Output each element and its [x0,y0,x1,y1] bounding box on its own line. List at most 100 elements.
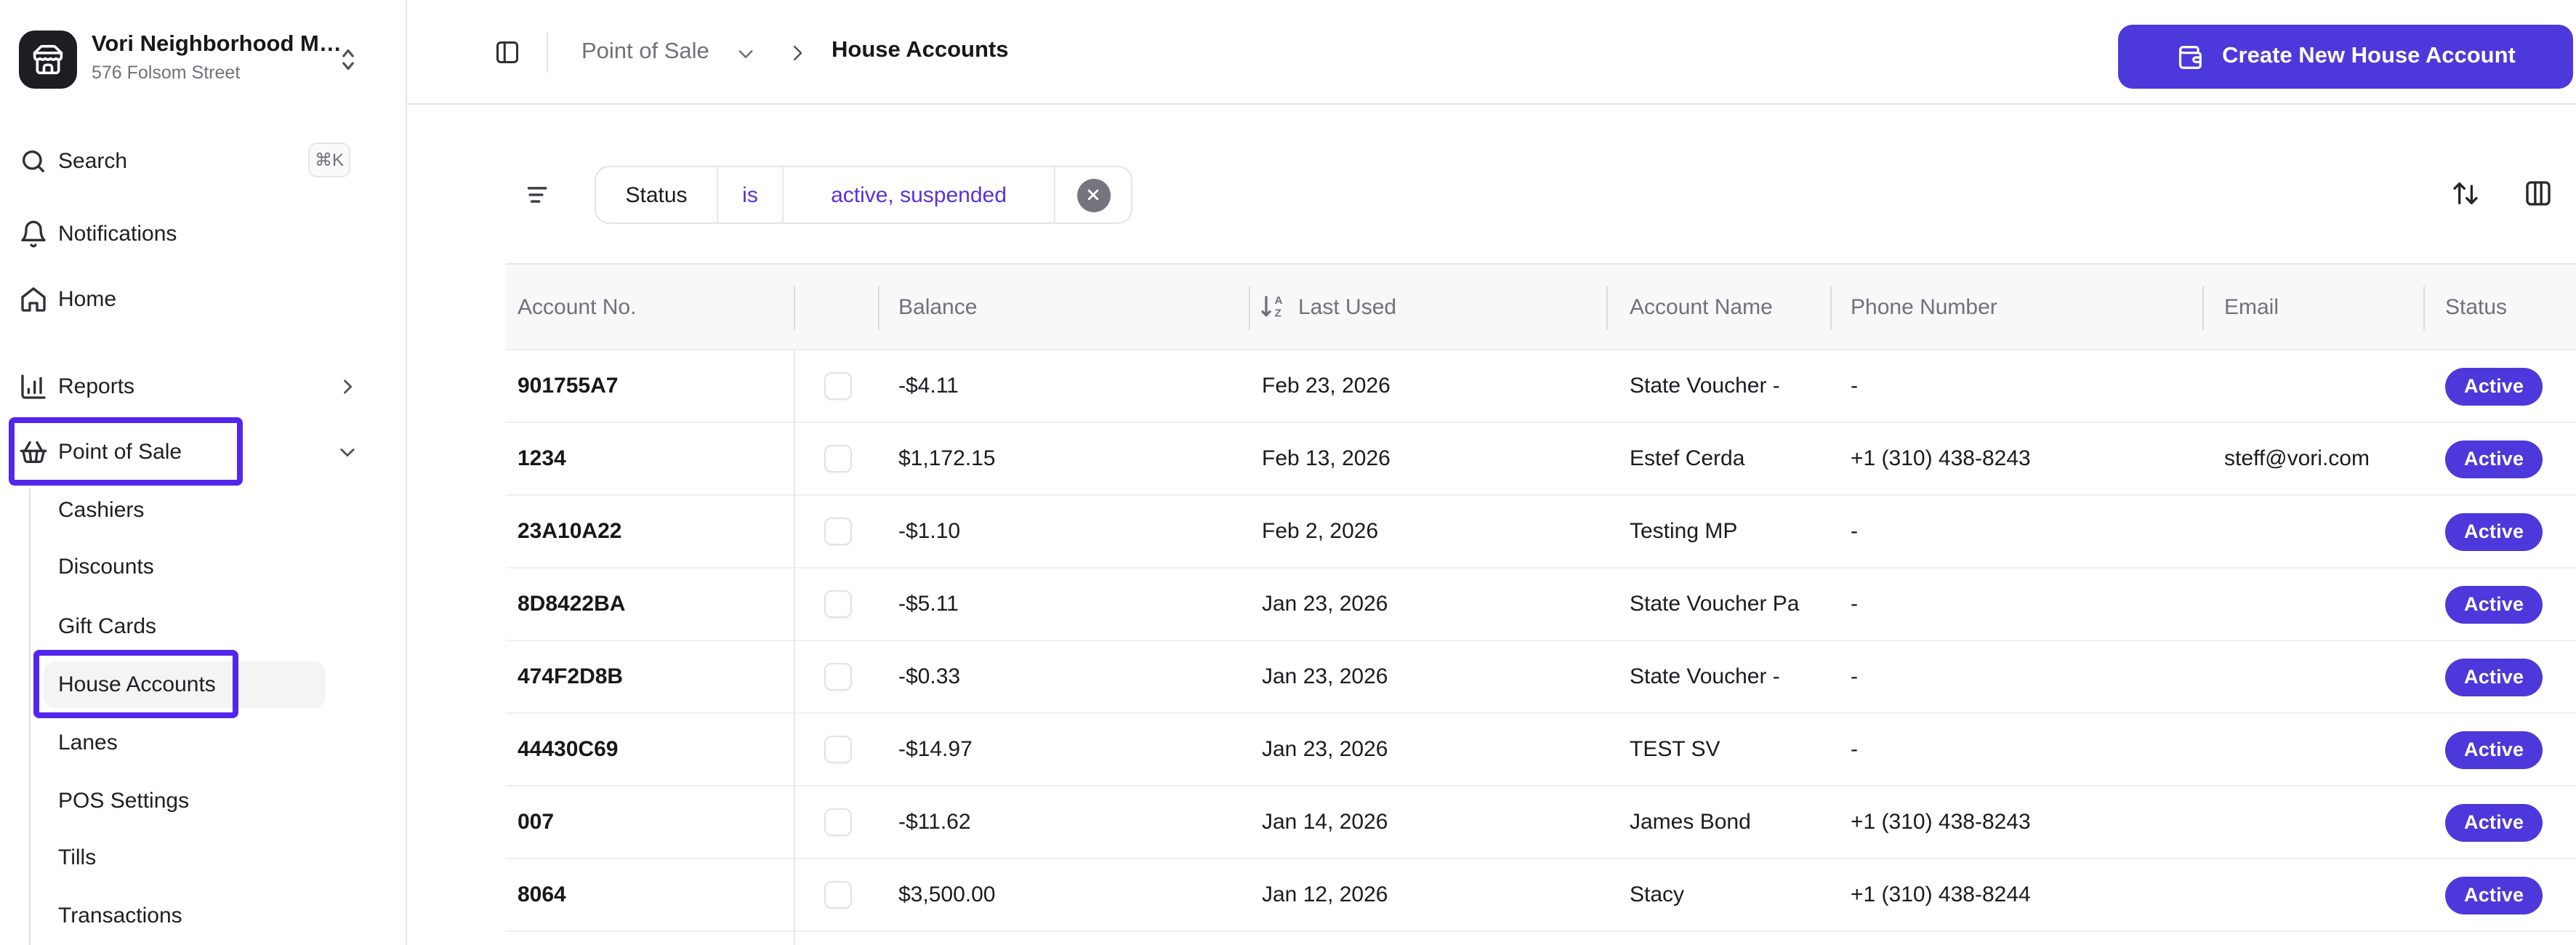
sidebar-item-point-of-sale[interactable]: Point of Sale [0,432,407,472]
sidebar-item-label: Discounts [58,555,154,579]
status-badge: Active [2445,876,2543,914]
cell-account-no: 474F2D8B [518,664,624,689]
cell-email [2202,350,2423,422]
cell-email [2202,714,2423,785]
status-badge: Active [2445,512,2543,550]
row-checkbox[interactable] [824,881,852,909]
store-switcher[interactable]: Vori Neighborhood M… 576 Folsom Street [19,31,388,89]
row-checkbox[interactable] [824,372,852,400]
status-badge: Active [2445,803,2543,841]
store-address: 576 Folsom Street [92,63,241,83]
table-row[interactable]: 8D8422BA -$5.11 Jan 23, 2026 State Vouch… [506,568,2576,641]
search-icon [19,147,48,176]
status-badge: Active [2445,367,2543,405]
header-status[interactable]: Status [2445,294,2508,319]
close-icon [1076,178,1110,212]
store-name: Vori Neighborhood M… [92,32,342,57]
cell-phone: +1 (310) 438-8244 [1851,882,2031,907]
table-row[interactable]: 474F2D8B -$0.33 Jan 23, 2026 State Vouch… [506,641,2576,714]
sidebar-item-reports[interactable]: Reports [0,366,407,407]
sort-icon[interactable] [2451,179,2480,208]
cell-balance: $3,500.00 [898,882,996,907]
cell-account-name: Estef Cerda [1630,446,1745,471]
sidebar-item-label: Point of Sale [58,440,182,465]
sidebar-item-label: Transactions [58,904,182,928]
cell-account-name: Testing MP [1630,519,1738,544]
filter-remove-button[interactable] [1055,167,1131,222]
header-account-no[interactable]: Account No. [518,294,637,319]
create-house-account-button[interactable]: Create New House Account [2118,25,2573,89]
cell-last-used: Jan 12, 2026 [1262,882,1388,907]
wallet-icon [2178,45,2201,68]
filter-value[interactable]: active, suspended [784,167,1055,222]
header-phone[interactable]: Phone Number [1851,294,1997,319]
cell-account-name: James Bond [1630,810,1751,835]
row-checkbox[interactable] [824,808,852,836]
sidebar-item-transactions[interactable]: Transactions [0,896,407,936]
table-row[interactable]: 23A10A22 -$1.10 Feb 2, 2026 Testing MP -… [506,496,2576,568]
cell-last-used: Jan 14, 2026 [1262,810,1388,835]
cell-balance: -$11.62 [898,810,971,835]
sidebar-item-cashiers[interactable]: Cashiers [0,490,407,531]
sidebar-item-pos-settings[interactable]: POS Settings [0,781,407,821]
sidebar-toggle-icon[interactable] [494,39,520,65]
table-row[interactable]: 8064 $3,500.00 Jan 12, 2026 Stacy +1 (31… [506,859,2576,932]
cell-email [2202,496,2423,567]
cell-account-no: 1234 [518,446,566,471]
sidebar-item-house-accounts[interactable]: House Accounts [0,664,407,705]
top-bar: Point of Sale House Accounts Create New … [407,0,2576,105]
sidebar-item-search[interactable]: Search ⌘K [0,141,407,182]
svg-text:Z: Z [1275,307,1281,319]
table-row[interactable]: 44430C69 -$14.97 Jan 23, 2026 TEST SV - … [506,714,2576,787]
cell-balance: -$5.11 [898,592,959,616]
status-badge: Active [2445,585,2543,623]
cell-last-used: Feb 2, 2026 [1262,519,1379,544]
nav-indent-guide [29,488,31,945]
cell-account-no: 8064 [518,882,566,907]
table-row[interactable]: 1234 $1,172.15 Feb 13, 2026 Estef Cerda … [506,423,2576,496]
row-checkbox[interactable] [824,590,852,618]
cell-email [2202,568,2423,640]
cell-last-used: Jan 23, 2026 [1262,592,1388,616]
create-button-label: Create New House Account [2222,44,2516,68]
breadcrumb-parent[interactable]: Point of Sale [581,39,709,64]
columns-icon[interactable] [2524,179,2553,208]
sidebar-item-gift-cards[interactable]: Gift Cards [0,606,407,647]
row-checkbox[interactable] [824,663,852,691]
chevron-down-icon [337,442,358,462]
sidebar-item-tills[interactable]: Tills [0,837,407,878]
sidebar-item-discounts[interactable]: Discounts [0,547,407,587]
chevrons-up-down-icon [337,47,359,73]
table-row[interactable]: 007 -$11.62 Jan 14, 2026 James Bond +1 (… [506,787,2576,859]
table-row[interactable]: 901755A7 -$4.11 Feb 23, 2026 State Vouch… [506,350,2576,423]
cell-email [2202,859,2423,930]
cell-phone: - [1851,664,1858,689]
sidebar-item-label: Cashiers [58,498,145,523]
sidebar: Vori Neighborhood M… 576 Folsom Street S… [0,0,407,945]
chevron-right-icon [337,377,358,397]
cell-account-no: 8D8422BA [518,592,626,616]
row-checkbox[interactable] [824,518,852,545]
sort-descending-icon: AZ [1261,294,1283,319]
header-checkbox [794,265,878,349]
sidebar-item-home[interactable]: Home [0,279,407,320]
sidebar-item-lanes[interactable]: Lanes [0,723,407,763]
sidebar-item-notifications[interactable]: Notifications [0,214,407,254]
row-checkbox[interactable] [824,736,852,763]
cell-phone: - [1851,737,1858,762]
filter-field[interactable]: Status [596,167,718,222]
sidebar-item-label: POS Settings [58,789,190,813]
active-item-highlight [44,662,326,708]
row-checkbox[interactable] [824,445,852,472]
cell-account-name: Stacy [1630,882,1685,907]
filter-operator[interactable]: is [718,167,784,222]
header-balance[interactable]: Balance [898,294,978,319]
cell-phone: - [1851,592,1858,616]
status-badge: Active [2445,658,2543,696]
filter-icon[interactable] [523,180,552,209]
header-email[interactable]: Email [2224,294,2279,319]
chevron-right-icon [786,42,808,64]
header-account-name[interactable]: Account Name [1630,294,1773,319]
